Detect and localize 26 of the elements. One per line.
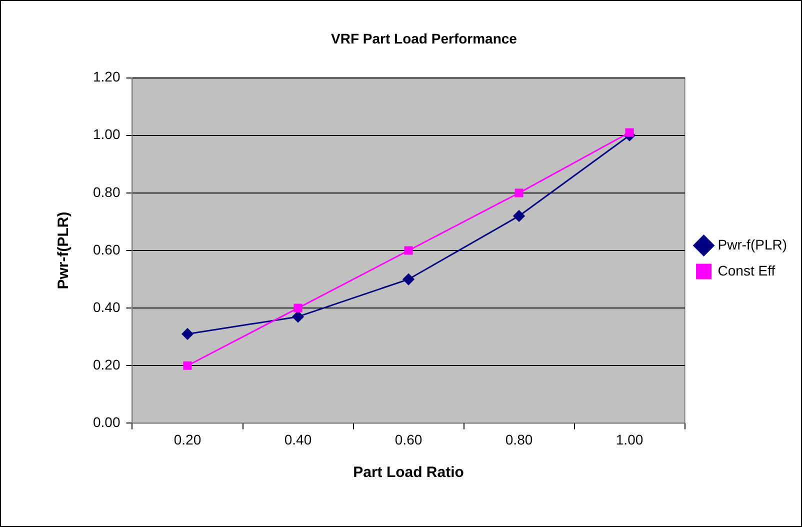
y-tick-label: 0.60: [93, 241, 120, 258]
legend-label: Const Eff: [718, 262, 776, 278]
y-tick-label: 0.20: [93, 356, 120, 372]
x-tick-label: 0.80: [505, 431, 533, 448]
point: [294, 304, 302, 312]
point: [292, 310, 304, 322]
x-tick-label: 0.60: [394, 431, 422, 448]
point: [183, 361, 192, 370]
y-tick-label: 1.00: [93, 126, 120, 142]
point: [513, 210, 525, 222]
point: [514, 188, 524, 198]
point: [402, 274, 414, 286]
x-axis-title: Part Load Ratio: [353, 464, 464, 482]
legend-label: Pwr-f(PLR): [718, 236, 788, 252]
x-tick-label: 1.00: [616, 431, 644, 448]
x-tick-label: 0.40: [284, 431, 312, 448]
y-tick-label: 0.40: [93, 298, 120, 315]
point: [625, 128, 634, 137]
point: [404, 246, 413, 255]
y-tick-label: 0.80: [93, 184, 120, 200]
point: [182, 328, 194, 340]
y-axis-title: Pwr-f(PLR): [55, 212, 72, 290]
x-tick-label: 0.20: [174, 431, 202, 448]
y-tick-label: 1.20: [93, 68, 120, 85]
y-tick-label: 0.00: [93, 414, 120, 430]
chart-title: VRF Part Load Performance: [331, 30, 518, 46]
